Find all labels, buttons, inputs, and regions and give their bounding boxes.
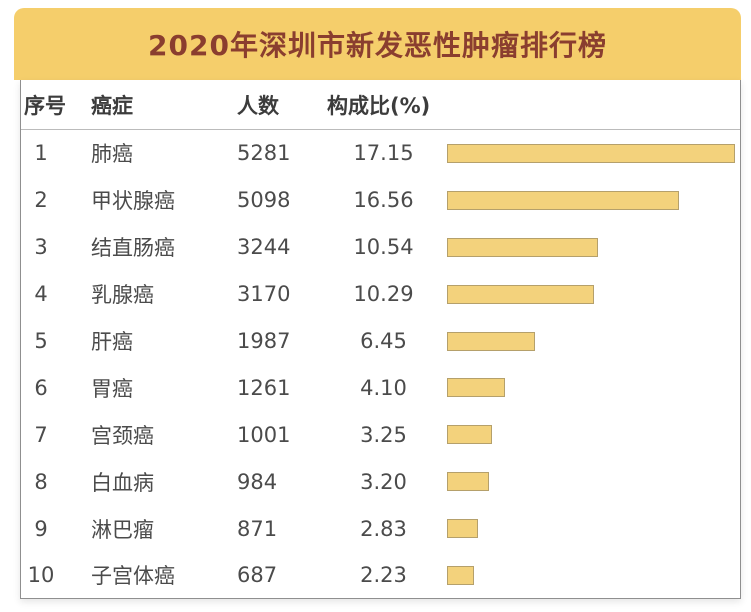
cancer-name-cell: 甲状腺癌 — [91, 189, 175, 214]
bar-cell — [440, 143, 740, 163]
proportion-bar — [447, 472, 489, 492]
rank-cell: 7 — [34, 422, 48, 447]
proportion-bar — [447, 565, 474, 585]
bar-cell — [440, 519, 740, 539]
proportion-bar — [447, 284, 594, 304]
proportion-bar — [447, 378, 505, 398]
table-row: 7 宫颈癌 1001 3.25 — [21, 411, 740, 458]
table-header-row: 序号 癌症 人数 构成比(%) — [21, 80, 740, 130]
cancer-name-cell: 白血病 — [91, 470, 154, 495]
table-row: 2 甲状腺癌 5098 16.56 — [21, 177, 740, 224]
percent-cell: 10.54 — [353, 235, 414, 260]
rank-cell: 8 — [34, 469, 48, 494]
percent-cell: 2.83 — [360, 516, 407, 541]
percent-cell: 3.25 — [360, 422, 407, 447]
cancer-name-cell: 乳腺癌 — [91, 283, 154, 308]
bar-cell — [440, 378, 740, 398]
count-cell: 5281 — [237, 141, 291, 166]
bar-cell — [440, 565, 740, 585]
table-row: 1 肺癌 5281 17.15 — [21, 130, 740, 177]
bar-cell — [440, 190, 740, 210]
percent-cell: 2.23 — [360, 563, 407, 588]
proportion-bar — [447, 425, 492, 445]
bar-cell — [440, 284, 740, 304]
percent-cell: 3.20 — [360, 469, 407, 494]
table-row: 3 结直肠癌 3244 10.54 — [21, 224, 740, 271]
page-title: 2020年深圳市新发恶性肿瘤排行榜 — [148, 29, 607, 62]
column-header-count: 人数 — [237, 93, 279, 118]
bar-cell — [440, 237, 740, 257]
rank-cell: 3 — [34, 235, 48, 260]
count-cell: 1987 — [237, 329, 291, 353]
cancer-name-cell: 结直肠癌 — [91, 236, 175, 261]
count-cell: 1261 — [237, 375, 291, 400]
cancer-name-cell: 子宫体癌 — [91, 564, 175, 589]
cancer-name-cell: 肝癌 — [91, 330, 133, 354]
table-row: 5 肝癌 1987 6.45 — [21, 318, 740, 365]
percent-cell: 6.45 — [360, 329, 407, 353]
cancer-name-cell: 胃癌 — [91, 376, 133, 401]
table-body: 1 肺癌 5281 17.15 2 甲状腺癌 5098 16.56 3 结直肠癌… — [21, 130, 740, 599]
column-header-cancer: 癌症 — [91, 93, 133, 118]
proportion-bar — [447, 331, 535, 351]
rank-cell: 2 — [34, 188, 48, 213]
bar-cell — [440, 331, 740, 351]
count-cell: 3170 — [237, 282, 291, 307]
title-banner: 2020年深圳市新发恶性肿瘤排行榜 — [14, 8, 741, 80]
percent-cell: 16.56 — [353, 188, 414, 213]
count-cell: 687 — [237, 563, 278, 588]
rank-cell: 6 — [34, 375, 48, 400]
proportion-bar — [447, 237, 598, 257]
table-row: 10 子宫体癌 687 2.23 — [21, 552, 740, 599]
table-row: 4 乳腺癌 3170 10.29 — [21, 271, 740, 318]
column-header-pct: 构成比(%) — [327, 93, 431, 118]
bar-cell — [440, 425, 740, 445]
proportion-bar — [447, 143, 735, 163]
bar-cell — [440, 472, 740, 492]
rank-cell: 9 — [34, 516, 48, 541]
ranking-table: 序号 癌症 人数 构成比(%) 1 肺癌 5281 17.15 2 甲状腺癌 5… — [20, 80, 741, 599]
proportion-bar — [447, 519, 478, 539]
cancer-name-cell: 淋巴瘤 — [91, 517, 154, 542]
table-row: 6 胃癌 1261 4.10 — [21, 364, 740, 411]
count-cell: 871 — [237, 516, 278, 541]
percent-cell: 10.29 — [353, 282, 414, 307]
percent-cell: 17.15 — [353, 141, 414, 166]
count-cell: 1001 — [237, 422, 291, 447]
cancer-name-cell: 宫颈癌 — [91, 423, 154, 448]
rank-cell: 5 — [34, 329, 48, 353]
rank-cell: 4 — [34, 282, 48, 307]
cancer-name-cell: 肺癌 — [91, 142, 133, 167]
table-row: 8 白血病 984 3.20 — [21, 458, 740, 505]
rank-cell: 10 — [27, 563, 55, 588]
count-cell: 984 — [237, 469, 278, 494]
proportion-bar — [447, 190, 679, 210]
table-row: 9 淋巴瘤 871 2.83 — [21, 505, 740, 552]
column-header-rank: 序号 — [24, 93, 66, 118]
count-cell: 5098 — [237, 188, 291, 213]
percent-cell: 4.10 — [360, 375, 407, 400]
rank-cell: 1 — [34, 141, 48, 166]
count-cell: 3244 — [237, 235, 291, 260]
